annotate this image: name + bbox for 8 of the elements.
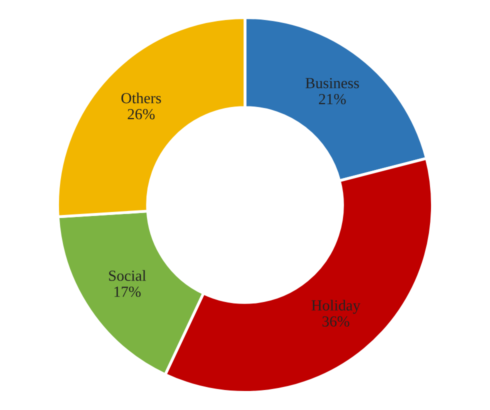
data-label: 36% [322,316,350,327]
data-label: 21% [318,94,346,104]
slice-label: Business [306,78,359,88]
data-label: 17% [114,286,141,297]
data-label: 26% [128,108,155,120]
slice-label: Holiday [312,300,360,314]
slice-label: Others [121,92,161,104]
slice-label: Social [109,270,146,281]
